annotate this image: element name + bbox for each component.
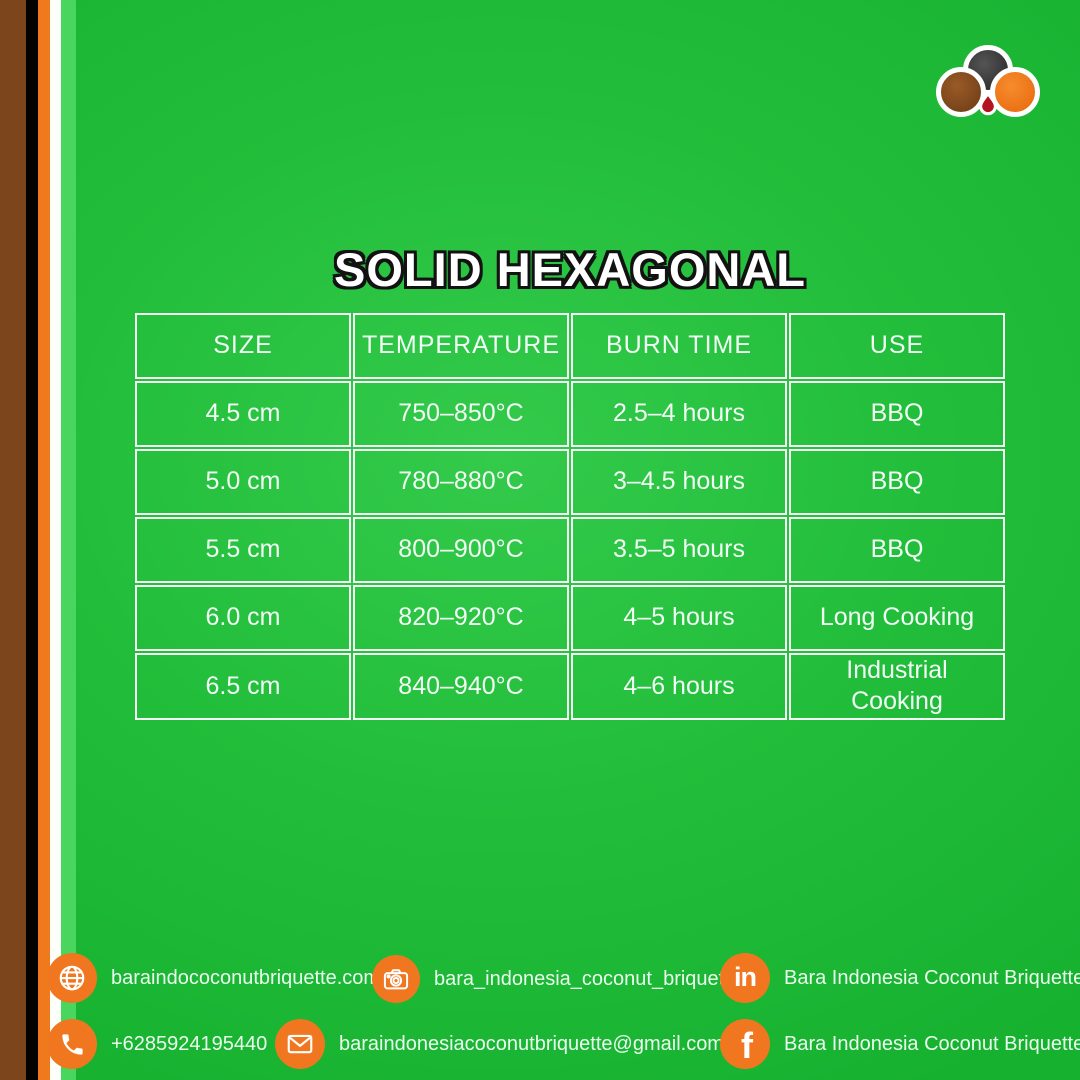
- email-icon: [275, 1019, 325, 1069]
- logo-brown-circle: [936, 67, 986, 117]
- cell-use: BBQ: [789, 517, 1005, 583]
- cell-use: BBQ: [789, 449, 1005, 515]
- left-stripe-white: [50, 0, 61, 1080]
- cell-size: 6.5 cm: [135, 653, 351, 720]
- instagram-icon: [372, 955, 420, 1003]
- phone-icon: [47, 1019, 97, 1069]
- left-stripe-black: [26, 0, 38, 1080]
- table-row: 6.5 cm 840–940°C 4–6 hours Industrial Co…: [135, 653, 1005, 720]
- cell-size: 5.0 cm: [135, 449, 351, 515]
- cell-use: Long Cooking: [789, 585, 1005, 651]
- contact-facebook: f Bara Indonesia Coconut Briquette: [720, 1019, 1080, 1069]
- cell-burn-time: 3.5–5 hours: [571, 517, 787, 583]
- contact-linkedin: in Bara Indonesia Coconut Briquette: [720, 953, 1080, 1003]
- header-use: USE: [789, 313, 1005, 379]
- left-stripe-orange: [38, 0, 50, 1080]
- spec-table: SIZE TEMPERATURE BURN TIME USE 4.5 cm 75…: [133, 311, 1007, 722]
- cell-burn-time: 4–6 hours: [571, 653, 787, 720]
- cell-size: 5.5 cm: [135, 517, 351, 583]
- phone-label: +6285924195440: [111, 1032, 268, 1055]
- cell-temperature: 780–880°C: [353, 449, 569, 515]
- globe-icon: [47, 953, 97, 1003]
- contact-website: baraindococonutbriquette.com: [47, 953, 380, 1003]
- cell-temperature: 750–850°C: [353, 381, 569, 447]
- cell-size: 6.0 cm: [135, 585, 351, 651]
- facebook-label: Bara Indonesia Coconut Briquette: [784, 1032, 1080, 1055]
- cell-temperature: 820–920°C: [353, 585, 569, 651]
- header-size: SIZE: [135, 313, 351, 379]
- linkedin-icon: in: [720, 953, 770, 1003]
- cell-temperature: 840–940°C: [353, 653, 569, 720]
- logo-flame-drop-icon: [979, 91, 997, 116]
- website-label: baraindococonutbriquette.com: [111, 966, 381, 989]
- cell-size: 4.5 cm: [135, 381, 351, 447]
- email-label: baraindonesiacoconutbriquette@gmail.com: [339, 1032, 724, 1055]
- header-temperature: TEMPERATURE: [353, 313, 569, 379]
- left-stripe-brown: [0, 0, 26, 1080]
- table-row: 6.0 cm 820–920°C 4–5 hours Long Cooking: [135, 585, 1005, 651]
- table-header-row: SIZE TEMPERATURE BURN TIME USE: [135, 313, 1005, 379]
- contact-phone: +6285924195440: [47, 1019, 267, 1069]
- table-row: 5.5 cm 800–900°C 3.5–5 hours BBQ: [135, 517, 1005, 583]
- table-row: 5.0 cm 780–880°C 3–4.5 hours BBQ: [135, 449, 1005, 515]
- linkedin-label: Bara Indonesia Coconut Briquette: [784, 966, 1080, 989]
- left-stripe-light-green: [61, 0, 76, 1080]
- logo-orange-circle: [990, 67, 1040, 117]
- cell-use: BBQ: [789, 381, 1005, 447]
- cell-burn-time: 4–5 hours: [571, 585, 787, 651]
- instagram-label: bara_indonesia_coconut_briquette: [434, 967, 741, 990]
- header-burn-time: BURN TIME: [571, 313, 787, 379]
- contact-instagram: bara_indonesia_coconut_briquette: [372, 954, 741, 1004]
- table-row: 4.5 cm 750–850°C 2.5–4 hours BBQ: [135, 381, 1005, 447]
- page-title: SOLID HEXAGONAL: [334, 243, 806, 296]
- cell-burn-time: 3–4.5 hours: [571, 449, 787, 515]
- cell-burn-time: 2.5–4 hours: [571, 381, 787, 447]
- facebook-icon: f: [720, 1019, 770, 1069]
- cell-temperature: 800–900°C: [353, 517, 569, 583]
- contact-email: baraindonesiacoconutbriquette@gmail.com: [275, 1019, 724, 1069]
- cell-use: Industrial Cooking: [789, 653, 1005, 720]
